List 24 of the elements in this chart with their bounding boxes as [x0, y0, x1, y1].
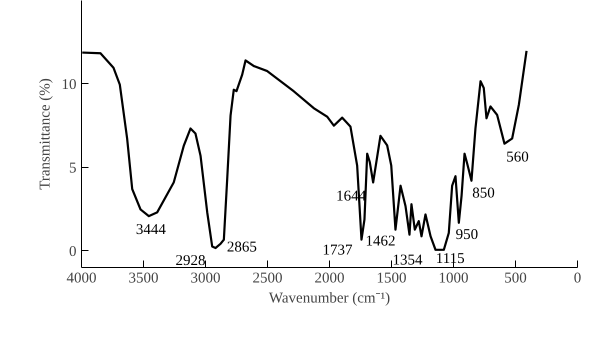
y-tick-label: 0 [69, 244, 76, 260]
annotation: 2928 [176, 252, 206, 269]
annotation: 1115 [436, 250, 465, 267]
x-tick-label: 1500 [376, 270, 406, 286]
y-tick-label: 10 [62, 76, 76, 93]
x-tick-label: 0 [574, 270, 582, 286]
x-tick-label: 2000 [314, 270, 344, 286]
y-tick-label: 5 [69, 160, 76, 176]
x-tick-label: 1000 [438, 270, 468, 286]
x-tick-label: 2500 [252, 270, 282, 286]
annotation: 850 [472, 186, 495, 202]
annotation: 1462 [365, 234, 396, 250]
x-tick-label: 500 [504, 270, 527, 286]
annotation: 3444 [136, 222, 166, 238]
annotation: 1737 [322, 242, 353, 259]
x-tick-label: 3500 [128, 270, 158, 286]
annotation: 560 [506, 150, 529, 166]
annotation: 950 [456, 226, 478, 243]
annotation: 2865 [226, 240, 257, 256]
x-tick-label: 4000 [66, 270, 96, 286]
y-axis-title: Transmittance (%) [38, 78, 54, 190]
annotation: 1354 [392, 252, 423, 269]
x-axis-title: Wavenumber (cm⁻¹) [268, 290, 390, 306]
x-tick-label: 3000 [190, 270, 220, 286]
